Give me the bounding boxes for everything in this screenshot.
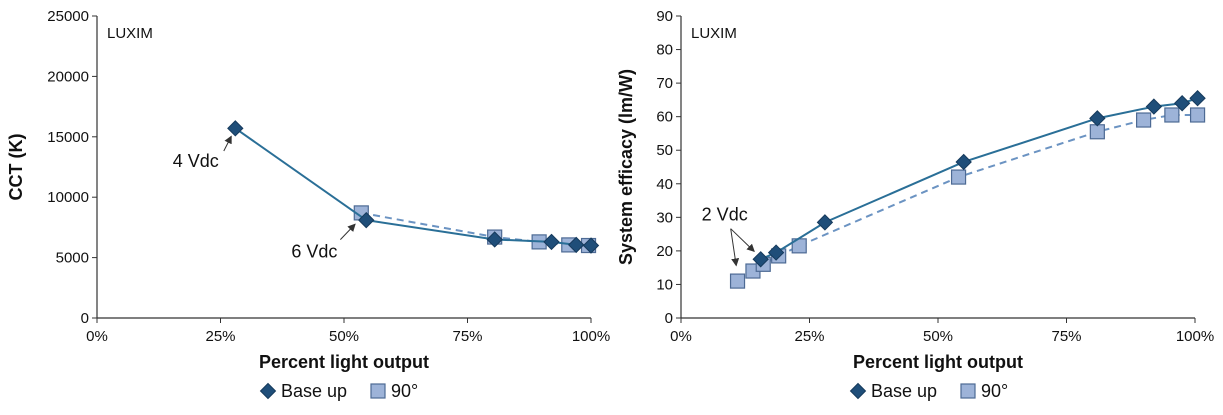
cct-y-tick-label: 5000 <box>56 250 89 267</box>
efficacy-y-tick-label: 90 <box>656 8 673 25</box>
cct-legend-label: Base up <box>281 381 347 401</box>
efficacy-legend-base-up-swatch <box>849 382 867 400</box>
efficacy-x-tick-label: 100% <box>1176 328 1214 345</box>
efficacy-base-up-point <box>1145 98 1163 115</box>
efficacy-y-tick-label: 30 <box>656 209 673 226</box>
efficacy-x-tick-label: 25% <box>794 328 824 345</box>
efficacy-y-tick-label: 0 <box>665 310 673 327</box>
efficacy-ninety-point <box>1189 107 1206 123</box>
cct-legend-base-up-swatch <box>259 382 277 400</box>
cct-y-tick-label: 25000 <box>47 8 89 25</box>
cct-chart-panel: 0 5000 10000 15000 20000 25000 0% 25% 50% 75% 100%… <box>6 8 610 372</box>
cct-annotation-label: 4 Vdc <box>173 151 219 171</box>
efficacy-y-tick-label: 80 <box>656 42 673 59</box>
efficacy-legend-ninety-swatch <box>960 383 976 399</box>
cct-base-up-point <box>227 120 244 137</box>
efficacy-y-tick-label: 20 <box>656 243 673 260</box>
efficacy-ninety-line <box>736 113 1198 282</box>
cct-y-tick-label: 0 <box>81 310 89 327</box>
cct-base-up-point <box>582 237 600 254</box>
efficacy-y-tick-label: 40 <box>656 176 673 193</box>
efficacy-ninety-point <box>1089 124 1105 140</box>
cct-base-up-point <box>543 233 560 251</box>
efficacy-annotation-arrow <box>730 228 755 253</box>
efficacy-ninety-point <box>1135 112 1152 128</box>
efficacy-base-up-point <box>767 244 785 261</box>
efficacy-ninety-point <box>729 273 746 289</box>
cct-legend-ninety-swatch <box>370 383 386 399</box>
cct-x-tick-label: 0% <box>86 328 108 345</box>
efficacy-base-up-point <box>816 214 834 231</box>
cct-base-up-point <box>358 211 375 229</box>
efficacy-brand-label: LUXIM <box>691 25 737 42</box>
cct-x-tick-label: 100% <box>572 328 610 345</box>
efficacy-base-up-point <box>1189 90 1206 107</box>
efficacy-annotation-label: 2 Vdc <box>702 205 748 225</box>
efficacy-y-axis-title: System efficacy (lm/W) <box>616 69 636 265</box>
efficacy-base-up-point <box>1089 110 1106 127</box>
efficacy-annotation-arrow <box>730 228 740 267</box>
efficacy-y-tick-label: 60 <box>656 109 673 126</box>
cct-base-up-point <box>567 236 585 254</box>
cct-y-tick-label: 10000 <box>47 189 89 206</box>
efficacy-x-tick-label: 0% <box>670 328 692 345</box>
cct-x-tick-label: 25% <box>205 328 235 345</box>
cct-annotation-arrow <box>223 135 232 152</box>
cct-brand-label: LUXIM <box>107 25 153 42</box>
cct-x-tick-label: 75% <box>452 328 482 345</box>
cct-annotation-label: 6 Vdc <box>291 242 337 262</box>
efficacy-chart-panel: 0 10 20 30 40 50 60 70 80 90 0% 25% 50% 75% 100% Percen… <box>616 8 1214 372</box>
efficacy-ninety-point <box>1164 107 1180 123</box>
efficacy-base-up-point <box>752 251 769 268</box>
cct-base-up-line <box>234 127 592 247</box>
efficacy-y-tick-label: 10 <box>656 276 673 293</box>
cct-legend: Base up 90° <box>259 381 418 401</box>
efficacy-legend: Base up 90° <box>849 381 1008 401</box>
efficacy-x-tick-label: 75% <box>1051 328 1081 345</box>
efficacy-ninety-point <box>950 169 967 185</box>
efficacy-base-up-point <box>955 153 972 171</box>
cct-base-up-point <box>486 231 503 248</box>
cct-legend-label: 90° <box>391 381 418 401</box>
efficacy-y-tick-label: 70 <box>656 75 673 92</box>
efficacy-x-axis-title: Percent light output <box>853 352 1023 372</box>
efficacy-base-up-point <box>1173 95 1191 112</box>
cct-annotation-arrow <box>339 223 356 240</box>
cct-x-axis-title: Percent light output <box>259 352 429 372</box>
efficacy-y-tick-label: 50 <box>656 142 673 159</box>
efficacy-legend-label: 90° <box>981 381 1008 401</box>
cct-y-tick-label: 15000 <box>47 129 89 146</box>
cct-y-tick-label: 20000 <box>47 68 89 85</box>
cct-x-tick-label: 50% <box>329 328 359 345</box>
cct-y-axis-title: CCT (K) <box>6 134 26 201</box>
efficacy-x-tick-label: 50% <box>923 328 953 345</box>
efficacy-legend-label: Base up <box>871 381 937 401</box>
